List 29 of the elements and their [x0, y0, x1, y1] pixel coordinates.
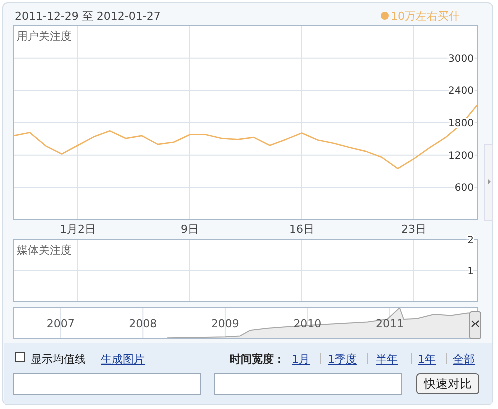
x-tick-label: 2011	[376, 317, 404, 330]
text: 1年	[418, 353, 436, 366]
x-tick-label: 2008	[129, 317, 158, 330]
y-tick-label: 3000	[448, 54, 474, 65]
text: 时间宽度：	[230, 353, 285, 366]
y-tick-label: 600	[454, 183, 474, 194]
y-tick-label: 2400	[448, 86, 474, 98]
y-tick-label: 2	[468, 236, 474, 246]
text: 快速对比	[423, 377, 472, 391]
x-tick-label: 9日	[181, 223, 199, 236]
x-tick-label: 23日	[402, 223, 426, 236]
legend-label: 10万左右买什	[391, 10, 460, 23]
text: 生成图片	[101, 353, 145, 366]
y-axis-title: 用户关注度	[17, 30, 72, 43]
x-tick-label: 2007	[46, 317, 75, 330]
x-tick-label: 1月2日	[60, 223, 96, 236]
text: 半年	[376, 353, 398, 366]
x-tick-label: 2010	[294, 317, 322, 330]
y-axis-title: 媒体关注度	[17, 244, 72, 257]
x-tick-label: 16日	[290, 223, 314, 236]
text: 1月	[292, 353, 310, 366]
line-series	[13, 104, 479, 170]
x-tick-label: 2009	[211, 317, 240, 330]
chart-title: 2011-12-29 至 2012-01-27	[15, 10, 161, 23]
text: 显示均值线	[31, 353, 86, 366]
text: 1季度	[328, 353, 357, 366]
text: 全部	[453, 353, 475, 366]
y-tick-label: 1200	[448, 150, 474, 162]
y-tick-label: 1	[468, 266, 474, 278]
